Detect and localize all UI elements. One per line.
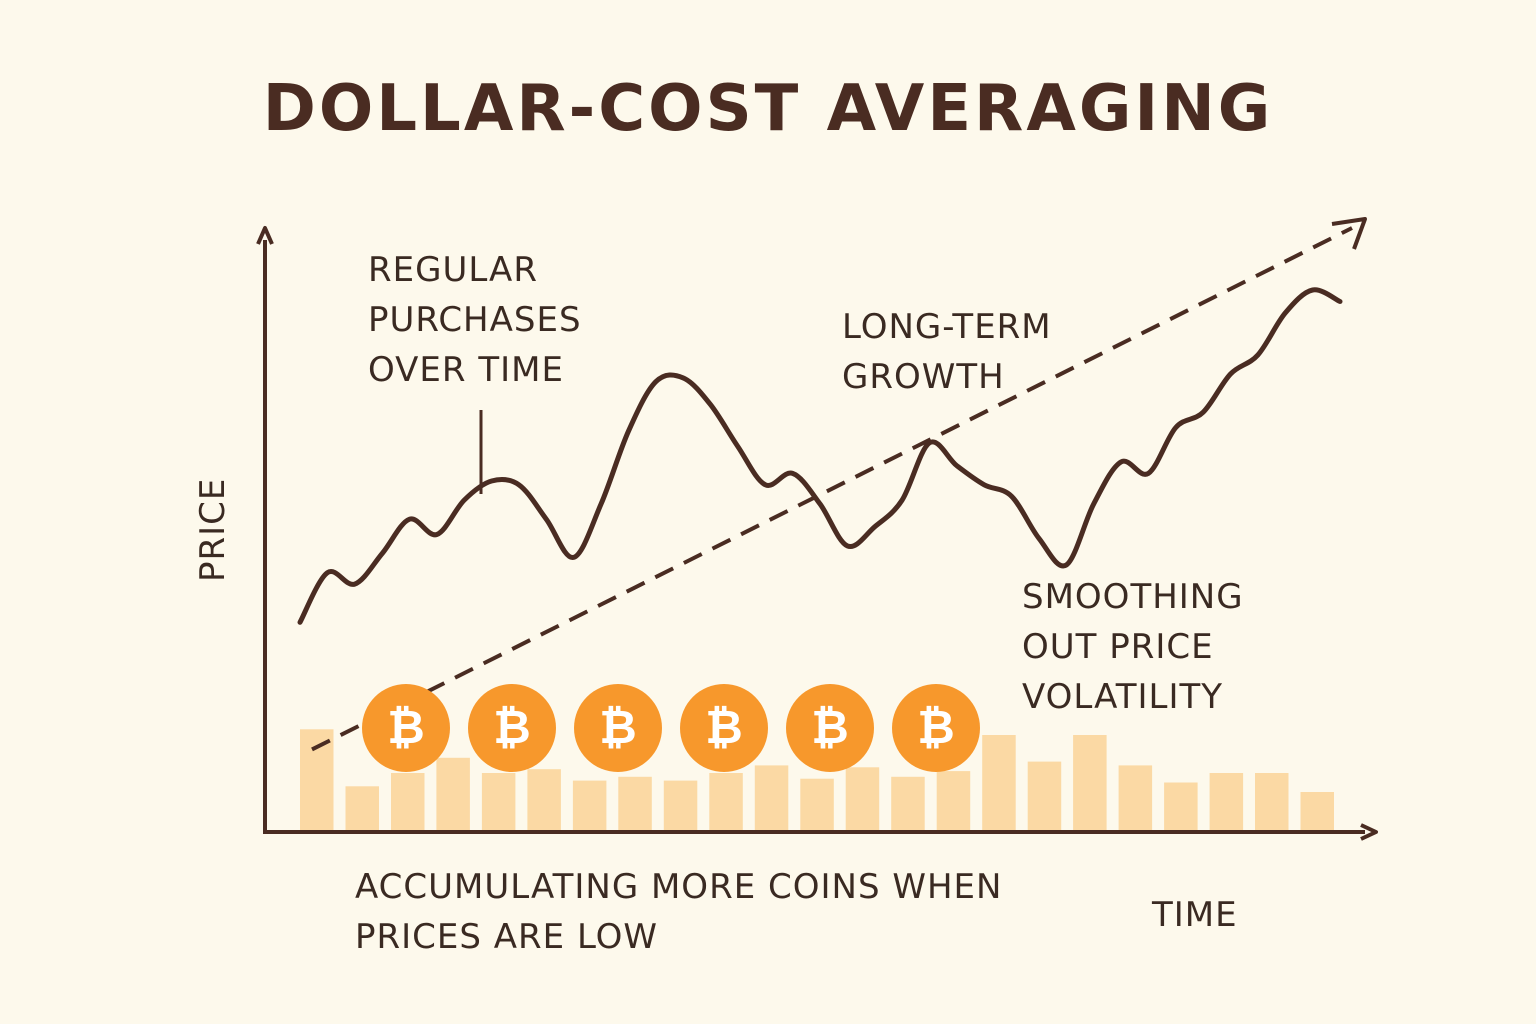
coin-disc [892, 684, 980, 772]
long-term-growth-trend [311, 217, 1367, 752]
price-line [297, 287, 1343, 625]
purchase-bar [436, 757, 470, 830]
bitcoin-coin-icon: ₿ [892, 684, 980, 772]
purchase-bar [527, 769, 561, 830]
purchase-bar [1255, 773, 1289, 830]
coin-disc [362, 684, 450, 772]
purchase-bar [1118, 765, 1153, 830]
annotation-long-term-growth: LONG-TERM GROWTH [842, 307, 1052, 397]
purchase-bar [391, 773, 425, 830]
purchase-bar [618, 776, 652, 830]
purchase-bar [800, 778, 834, 830]
chart-title: DOLLAR-COST AVERAGING [262, 72, 1274, 146]
annotation-smoothing-volatility: SMOOTHING OUT PRICE VOLATILITY [1022, 577, 1244, 717]
purchase-bar [481, 773, 516, 830]
coin-symbol: ₿ [811, 700, 849, 754]
annotation-accumulating-coins: ACCUMULATING MORE COINS WHEN PRICES ARE … [355, 867, 1003, 957]
purchase-bar [982, 735, 1016, 830]
purchase-bar [1073, 735, 1107, 830]
coin-disc [574, 684, 662, 772]
trend-arrowhead [1331, 217, 1367, 250]
x-axis-arrow [1360, 823, 1378, 841]
purchase-bar [1164, 782, 1198, 830]
y-axis-arrow [256, 226, 274, 245]
purchase-bar [1209, 773, 1244, 830]
purchase-bar [300, 729, 334, 830]
bitcoin-coin-icon: ₿ [362, 684, 450, 772]
bitcoin-coin-icon: ₿ [468, 684, 556, 772]
purchase-bars [300, 729, 1334, 830]
annotation-regular-purchases: REGULAR PURCHASES OVER TIME [368, 250, 582, 390]
coin-symbol: ₿ [917, 700, 955, 754]
purchase-bar [891, 776, 925, 830]
coin-symbol: ₿ [493, 700, 531, 754]
bitcoin-coins: ₿ ₿ ₿ ₿ ₿ ₿ [362, 684, 980, 772]
axes [256, 226, 1378, 841]
trend-line [311, 226, 1353, 752]
purchase-bar [754, 765, 789, 830]
purchase-bar [845, 767, 880, 830]
coin-symbol: ₿ [705, 700, 743, 754]
coin-symbol: ₿ [599, 700, 637, 754]
purchase-bar [1027, 761, 1062, 830]
purchase-bar [572, 780, 607, 830]
coin-disc [468, 684, 556, 772]
purchase-bar [663, 780, 698, 830]
purchase-bar [345, 786, 379, 830]
bitcoin-coin-icon: ₿ [786, 684, 874, 772]
purchase-bar [936, 771, 971, 830]
bitcoin-coin-icon: ₿ [680, 684, 768, 772]
coin-disc [786, 684, 874, 772]
x-axis-label: TIME [1152, 895, 1238, 935]
purchase-bar [1300, 792, 1334, 830]
coin-disc [680, 684, 768, 772]
purchase-bar [709, 773, 743, 830]
y-axis-label: PRICE [193, 477, 233, 582]
coin-symbol: ₿ [387, 700, 425, 754]
bitcoin-coin-icon: ₿ [574, 684, 662, 772]
